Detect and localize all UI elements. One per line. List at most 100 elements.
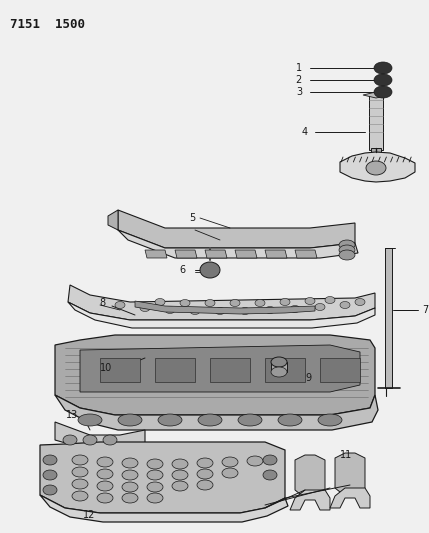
Ellipse shape	[147, 482, 163, 492]
Ellipse shape	[222, 457, 238, 467]
Ellipse shape	[318, 414, 342, 426]
Text: 4: 4	[302, 127, 308, 137]
Polygon shape	[363, 92, 390, 98]
Ellipse shape	[103, 435, 117, 445]
Text: 2: 2	[296, 75, 302, 85]
Ellipse shape	[147, 459, 163, 469]
Ellipse shape	[230, 300, 240, 306]
Ellipse shape	[97, 481, 113, 491]
Ellipse shape	[339, 245, 355, 255]
Polygon shape	[295, 455, 325, 498]
Bar	[385, 248, 392, 388]
Ellipse shape	[265, 306, 275, 313]
Ellipse shape	[122, 470, 138, 480]
Polygon shape	[340, 152, 415, 182]
Text: 5: 5	[189, 213, 195, 223]
Ellipse shape	[197, 469, 213, 479]
Ellipse shape	[238, 414, 262, 426]
Ellipse shape	[140, 304, 150, 311]
Ellipse shape	[122, 493, 138, 503]
Ellipse shape	[72, 455, 88, 465]
Ellipse shape	[97, 469, 113, 479]
Polygon shape	[118, 210, 355, 248]
Ellipse shape	[263, 470, 277, 480]
Ellipse shape	[263, 455, 277, 465]
Ellipse shape	[122, 482, 138, 492]
Text: 1: 1	[296, 63, 302, 73]
Text: 7: 7	[422, 305, 428, 315]
Ellipse shape	[172, 470, 188, 480]
Ellipse shape	[290, 305, 300, 312]
Ellipse shape	[172, 481, 188, 491]
Ellipse shape	[165, 306, 175, 313]
Polygon shape	[40, 495, 288, 522]
Ellipse shape	[340, 302, 350, 309]
Ellipse shape	[83, 435, 97, 445]
Ellipse shape	[205, 300, 215, 306]
Ellipse shape	[374, 74, 392, 86]
Ellipse shape	[278, 414, 302, 426]
Ellipse shape	[215, 308, 225, 314]
Ellipse shape	[255, 300, 265, 306]
Ellipse shape	[280, 298, 290, 305]
Ellipse shape	[147, 470, 163, 480]
Ellipse shape	[158, 414, 182, 426]
Ellipse shape	[222, 468, 238, 478]
Bar	[371, 148, 381, 156]
Polygon shape	[40, 442, 285, 513]
Text: 10: 10	[100, 363, 112, 373]
Ellipse shape	[97, 493, 113, 503]
Ellipse shape	[198, 414, 222, 426]
Ellipse shape	[43, 470, 57, 480]
Ellipse shape	[339, 250, 355, 260]
Ellipse shape	[271, 367, 287, 377]
Ellipse shape	[43, 485, 57, 495]
Text: 11: 11	[340, 450, 352, 460]
Ellipse shape	[366, 161, 386, 175]
Ellipse shape	[325, 296, 335, 303]
Polygon shape	[145, 250, 167, 258]
Ellipse shape	[197, 480, 213, 490]
Text: 9: 9	[305, 373, 311, 383]
Polygon shape	[320, 358, 360, 382]
Polygon shape	[135, 301, 315, 314]
Ellipse shape	[72, 467, 88, 477]
Polygon shape	[295, 250, 317, 258]
Ellipse shape	[97, 457, 113, 467]
Ellipse shape	[200, 262, 220, 278]
Polygon shape	[68, 285, 375, 320]
Text: 3: 3	[296, 87, 302, 97]
Text: 8: 8	[99, 298, 105, 308]
Ellipse shape	[240, 308, 250, 314]
Ellipse shape	[374, 62, 392, 74]
Polygon shape	[265, 250, 287, 258]
Ellipse shape	[247, 456, 263, 466]
Ellipse shape	[155, 298, 165, 305]
Polygon shape	[290, 490, 330, 510]
Ellipse shape	[197, 458, 213, 468]
Polygon shape	[118, 230, 358, 258]
Polygon shape	[100, 358, 140, 382]
Polygon shape	[55, 395, 378, 430]
Ellipse shape	[315, 303, 325, 311]
Ellipse shape	[118, 414, 142, 426]
Ellipse shape	[78, 414, 102, 426]
Ellipse shape	[115, 302, 125, 309]
Ellipse shape	[180, 300, 190, 306]
Polygon shape	[335, 453, 365, 496]
Text: 12: 12	[83, 510, 95, 520]
Ellipse shape	[172, 459, 188, 469]
Ellipse shape	[339, 240, 355, 250]
Polygon shape	[108, 210, 118, 230]
Ellipse shape	[72, 479, 88, 489]
Polygon shape	[55, 335, 375, 415]
Ellipse shape	[305, 297, 315, 304]
Polygon shape	[210, 358, 250, 382]
Polygon shape	[205, 250, 227, 258]
Ellipse shape	[147, 493, 163, 503]
Polygon shape	[155, 358, 195, 382]
Text: 6: 6	[179, 265, 185, 275]
Text: 13: 13	[66, 410, 78, 420]
Bar	[369, 95, 383, 150]
Ellipse shape	[122, 458, 138, 468]
